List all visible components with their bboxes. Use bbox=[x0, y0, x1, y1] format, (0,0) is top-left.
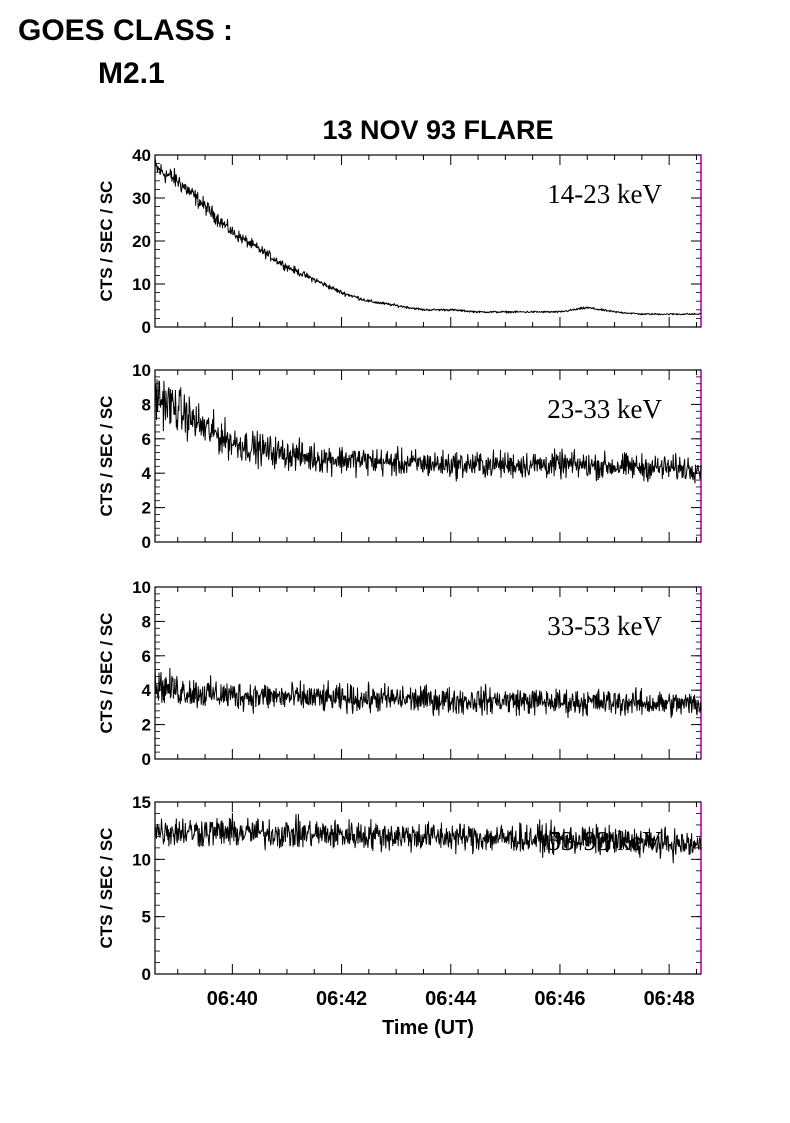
y-tick-label: 20 bbox=[132, 232, 151, 251]
y-tick-label: 8 bbox=[142, 612, 151, 631]
y-axis-label: CTS / SEC / SC bbox=[97, 828, 116, 949]
band-label: 14-23 keV bbox=[547, 179, 662, 209]
x-tick-label: 06:40 bbox=[207, 988, 258, 1010]
y-axis-label: CTS / SEC / SC bbox=[97, 613, 116, 734]
x-tick-label: 06:42 bbox=[316, 988, 367, 1010]
series-line bbox=[154, 379, 702, 484]
y-tick-label: 40 bbox=[132, 146, 151, 165]
y-tick-label: 10 bbox=[132, 578, 151, 597]
x-axis-label: Time (UT) bbox=[382, 1017, 474, 1039]
goes-class-label: GOES CLASS : bbox=[18, 14, 233, 47]
y-tick-label: 10 bbox=[132, 275, 151, 294]
x-tick-label: 06:44 bbox=[425, 988, 477, 1010]
panel-3: 0 2 4 6 8 10 CTS / SEC / SC 33-53 keV bbox=[97, 578, 702, 769]
y-tick-label: 4 bbox=[142, 681, 152, 700]
y-tick-label: 8 bbox=[142, 395, 151, 414]
y-tick-label: 0 bbox=[142, 318, 151, 337]
y-tick-label: 6 bbox=[142, 647, 151, 666]
y-tick-label: 15 bbox=[132, 793, 151, 812]
y-tick-label: 2 bbox=[142, 499, 151, 518]
band-label: 23-33 keV bbox=[547, 394, 662, 424]
y-tick-label: 30 bbox=[132, 189, 151, 208]
x-tick-label: 06:48 bbox=[644, 988, 695, 1010]
goes-class-value: M2.1 bbox=[98, 57, 165, 90]
y-axis-label: CTS / SEC / SC bbox=[97, 396, 116, 517]
y-tick-label: 5 bbox=[142, 908, 151, 927]
series-line bbox=[154, 666, 702, 719]
y-axis-label: CTS / SEC / SC bbox=[97, 181, 116, 302]
y-tick-label: 10 bbox=[132, 361, 151, 380]
y-tick-label: 0 bbox=[142, 750, 151, 769]
chart-title: 13 NOV 93 FLARE bbox=[322, 115, 553, 145]
y-tick-label: 0 bbox=[142, 533, 151, 552]
panel-4: 0 5 10 15 CTS / SEC / SC 53-93 keV bbox=[97, 793, 702, 984]
y-tick-label: 10 bbox=[132, 850, 151, 869]
y-tick-label: 6 bbox=[142, 430, 151, 449]
panel-2: 0 2 4 6 8 10 CTS / SEC / SC 23-33 keV bbox=[97, 361, 702, 552]
y-tick-label: 4 bbox=[142, 464, 152, 483]
y-tick-label: 2 bbox=[142, 716, 151, 735]
series-line bbox=[154, 159, 702, 316]
panel-1: 0 10 20 30 40 CTS / SEC / SC 14-23 keV bbox=[97, 146, 702, 337]
y-tick-label: 0 bbox=[142, 965, 151, 984]
band-label: 53-93 keV bbox=[547, 826, 662, 856]
x-tick-label: 06:46 bbox=[534, 988, 585, 1010]
series-line bbox=[154, 813, 702, 864]
band-label: 33-53 keV bbox=[547, 611, 662, 641]
